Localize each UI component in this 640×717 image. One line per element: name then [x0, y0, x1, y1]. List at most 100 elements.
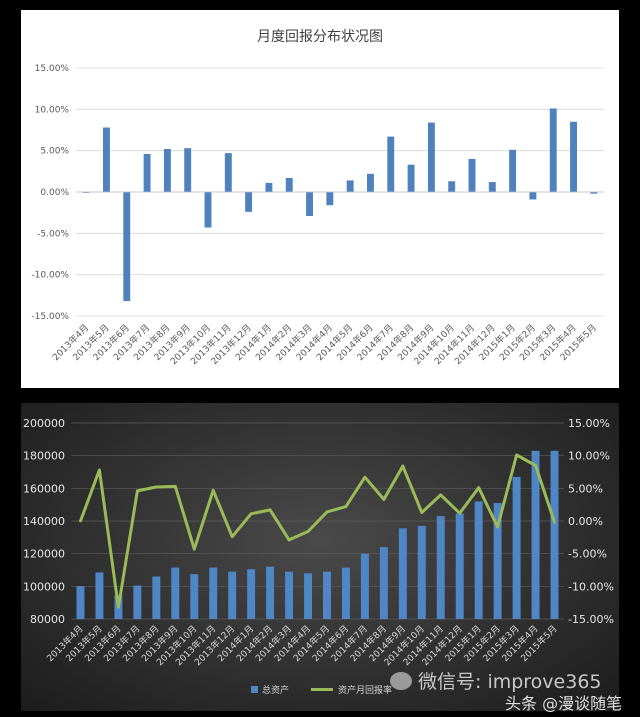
return-point	[287, 538, 291, 542]
return-point	[306, 530, 310, 533]
bar	[224, 153, 232, 192]
bar	[184, 148, 192, 192]
asset-bar	[228, 571, 237, 619]
asset-bar	[474, 501, 483, 619]
right-y-tick-label: 10.00%	[568, 450, 610, 463]
bar	[549, 108, 557, 192]
asset-bar	[550, 450, 559, 619]
return-point	[192, 547, 196, 551]
y-tick-label: -5.00%	[37, 229, 69, 239]
return-distribution-chart: 月度回报分布状况图 15.00% 10.00% 5.00% 0.00% -5.00% -1…	[21, 10, 619, 388]
return-point	[439, 493, 443, 497]
bar	[590, 192, 598, 194]
return-line	[79, 453, 556, 609]
legend-bar-label: 总资产	[262, 686, 290, 696]
asset-bar	[455, 513, 464, 619]
bar	[265, 182, 273, 192]
right-y-tick-label: 15.00%	[568, 417, 610, 430]
return-bar-plot: 15.00% 10.00% 5.00% 0.00% -5.00% -10.00% -15.0…	[31, 64, 604, 367]
asset-combo-plot: 200000 180000 160000 140000 120000 100000 8000…	[23, 417, 614, 668]
bar	[163, 149, 171, 192]
asset-bar	[152, 576, 161, 619]
right-y-tick-label: -5.00%	[568, 548, 607, 561]
bar	[529, 192, 537, 200]
return-point	[363, 475, 367, 479]
return-point	[230, 535, 234, 539]
left-y-tick-label: 140000	[23, 515, 65, 528]
asset-bar	[379, 547, 388, 619]
return-point	[135, 489, 139, 493]
return-point	[496, 525, 500, 529]
bar	[306, 192, 313, 216]
asset-bar	[247, 569, 256, 619]
bar	[387, 136, 395, 192]
right-y-tick-label: 0.00%	[568, 515, 603, 528]
legend-line-swatch	[311, 688, 334, 691]
return-point	[382, 498, 386, 501]
bar	[570, 121, 577, 192]
left-y-tick-label: 160000	[23, 482, 65, 495]
bar	[285, 177, 293, 192]
right-y-tick-label: 5.00%	[568, 482, 603, 495]
watermark-text: 微信号: improve365	[418, 671, 602, 693]
chart-legend: 总资产 资产月回报率	[251, 683, 392, 696]
return-point	[173, 484, 177, 488]
bar	[123, 192, 131, 302]
left-y-tick-label: 120000	[23, 548, 65, 561]
asset-bar	[341, 567, 350, 619]
return-point	[515, 453, 518, 457]
return-point	[325, 510, 329, 514]
bar	[367, 173, 374, 192]
return-point	[268, 508, 272, 512]
return-point	[249, 512, 253, 516]
return-point	[420, 511, 424, 514]
bar	[468, 158, 476, 192]
legend-bar-swatch	[251, 686, 258, 693]
asset-bar	[209, 567, 218, 619]
return-point	[344, 505, 348, 509]
asset-bar	[322, 571, 331, 619]
asset-bar	[304, 573, 313, 619]
bar	[346, 180, 354, 192]
left-y-tick-label: 100000	[23, 580, 65, 593]
asset-bar	[398, 528, 407, 619]
asset-bar	[171, 567, 180, 619]
y-tick-label: 10.00%	[35, 105, 70, 115]
return-point	[553, 520, 556, 524]
return-point	[401, 464, 405, 468]
asset-bar	[76, 586, 85, 619]
right-y-tick-label: -15.00%	[568, 613, 614, 626]
asset-bar	[266, 566, 275, 619]
asset-bar	[360, 553, 369, 619]
bar	[103, 127, 110, 192]
y-tick-label: 15.00%	[35, 64, 70, 74]
wechat-icon	[390, 671, 412, 690]
asset-bar	[95, 572, 104, 619]
asset-bar	[512, 476, 521, 619]
asset-bar	[436, 516, 445, 619]
y-tick-label: -10.00%	[31, 271, 69, 281]
right-y-tick-label: -10.00%	[568, 580, 614, 593]
toutiao-watermark: 头条 @漫谈随笔	[505, 694, 623, 713]
bar	[143, 153, 151, 192]
asset-bar	[285, 571, 294, 619]
asset-bar	[190, 574, 199, 619]
asset-return-combo-chart: 200000 180000 160000 140000 120000 100000 8000…	[21, 403, 619, 711]
return-point	[117, 605, 120, 609]
y-tick-label: 5.00%	[40, 147, 69, 157]
return-point	[79, 519, 82, 523]
asset-bar	[133, 585, 142, 619]
left-y-tick-label: 80000	[30, 613, 65, 626]
return-point	[458, 511, 462, 515]
bar	[204, 192, 212, 228]
asset-bar	[531, 450, 540, 619]
bar	[245, 192, 253, 212]
chart-title: 月度回报分布状况图	[257, 29, 383, 45]
return-point	[211, 488, 215, 492]
asset-bar	[493, 503, 502, 619]
return-point	[477, 486, 481, 490]
wechat-watermark: 微信号: improve365	[390, 667, 602, 694]
return-point	[534, 464, 537, 467]
bar	[488, 182, 496, 192]
return-point	[98, 468, 101, 472]
